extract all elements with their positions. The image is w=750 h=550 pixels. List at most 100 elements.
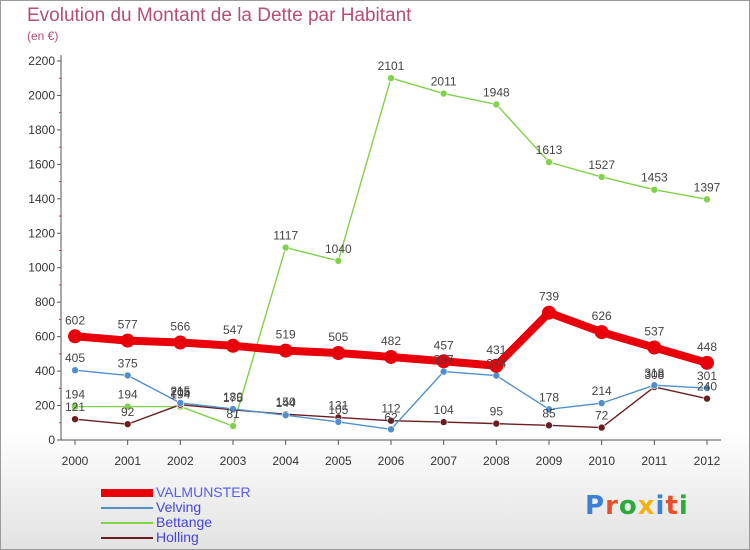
data-point-valmunster bbox=[68, 329, 82, 344]
data-label-bettange: 81 bbox=[226, 407, 240, 421]
legend-label: VALMUNSTER bbox=[156, 484, 251, 500]
data-label-velving: 375 bbox=[118, 356, 138, 370]
data-label-valmunster: 448 bbox=[697, 340, 717, 354]
chart-subtitle: (en €) bbox=[27, 29, 59, 43]
data-point-valmunster bbox=[489, 358, 504, 373]
legend-swatch bbox=[101, 537, 153, 539]
data-label-valmunster: 577 bbox=[118, 318, 138, 332]
y-tick-label: 400 bbox=[35, 364, 55, 378]
y-tick-label: 600 bbox=[35, 330, 55, 344]
data-point-bettange bbox=[71, 402, 79, 411]
legend-swatch bbox=[101, 507, 153, 509]
data-label-valmunster: 482 bbox=[381, 334, 401, 348]
x-tick-label: 2008 bbox=[483, 454, 510, 468]
data-point-velving bbox=[123, 371, 132, 380]
x-tick-label: 2005 bbox=[325, 454, 352, 468]
data-label-holling: 121 bbox=[65, 400, 85, 414]
data-point-valmunster bbox=[542, 305, 556, 320]
data-point-velving bbox=[597, 399, 606, 407]
data-point-valmunster bbox=[700, 355, 714, 370]
data-label-holling: 72 bbox=[595, 409, 609, 423]
y-tick-label: 2000 bbox=[28, 88, 55, 102]
data-point-valmunster bbox=[173, 335, 188, 350]
data-point-holling bbox=[387, 416, 395, 425]
data-label-bettange: 1397 bbox=[694, 180, 721, 194]
data-label-holling: 112 bbox=[381, 402, 400, 416]
data-point-velving bbox=[650, 381, 659, 390]
data-point-holling bbox=[597, 423, 606, 432]
data-point-valmunster bbox=[384, 349, 398, 364]
data-point-velving bbox=[229, 405, 237, 413]
legend-swatch bbox=[101, 489, 153, 497]
x-tick-label: 2003 bbox=[220, 454, 247, 468]
x-tick-label: 2012 bbox=[694, 454, 721, 468]
y-tick-label: 0 bbox=[48, 433, 55, 447]
x-tick-label: 2001 bbox=[114, 454, 141, 468]
data-point-bettange bbox=[597, 173, 606, 181]
data-label-velving: 62 bbox=[384, 410, 398, 424]
data-label-velving: 374 bbox=[486, 357, 506, 371]
data-point-bettange bbox=[281, 243, 290, 252]
data-point-bettange bbox=[334, 257, 343, 265]
data-label-valmunster: 566 bbox=[170, 319, 190, 333]
data-label-bettange: 1040 bbox=[325, 242, 352, 256]
data-label-bettange: 1117 bbox=[273, 229, 298, 243]
legend-swatch bbox=[101, 522, 153, 524]
series-line-bettange bbox=[75, 77, 708, 427]
x-tick-label: 2006 bbox=[378, 454, 405, 468]
data-label-bettange: 1948 bbox=[483, 85, 510, 99]
data-label-bettange: 194 bbox=[65, 388, 85, 402]
data-label-holling: 205 bbox=[170, 386, 190, 400]
data-point-velving bbox=[703, 384, 711, 392]
data-label-holling: 131 bbox=[328, 398, 348, 412]
data-point-bettange bbox=[650, 185, 659, 194]
data-point-velving bbox=[387, 425, 395, 434]
data-label-bettange: 2011 bbox=[431, 75, 457, 89]
x-tick-label: 2007 bbox=[430, 454, 457, 468]
data-point-bettange bbox=[229, 422, 237, 430]
data-point-holling bbox=[71, 415, 79, 423]
x-tick-label: 2011 bbox=[641, 454, 667, 468]
data-label-velving: 301 bbox=[697, 369, 717, 383]
x-tick-label: 2010 bbox=[588, 454, 615, 468]
data-label-holling: 104 bbox=[434, 403, 454, 417]
data-point-holling bbox=[703, 394, 711, 403]
data-label-valmunster: 602 bbox=[65, 313, 85, 327]
data-label-valmunster: 739 bbox=[539, 290, 559, 304]
data-label-bettange: 1453 bbox=[641, 171, 668, 185]
x-tick-label: 2002 bbox=[167, 454, 194, 468]
data-point-holling bbox=[439, 418, 448, 426]
data-label-velving: 318 bbox=[644, 366, 664, 380]
data-label-valmunster: 431 bbox=[486, 343, 506, 357]
data-label-velving: 105 bbox=[328, 403, 348, 417]
data-label-velving: 214 bbox=[592, 384, 612, 398]
data-label-velving: 178 bbox=[539, 390, 559, 404]
chart-title: Evolution du Montant de la Dette par Hab… bbox=[27, 5, 412, 26]
y-tick-label: 1400 bbox=[28, 192, 55, 206]
legend-label: Velving bbox=[156, 499, 202, 515]
data-point-holling bbox=[123, 420, 132, 428]
data-point-valmunster bbox=[226, 338, 240, 353]
data-label-velving: 180 bbox=[223, 390, 243, 404]
data-label-holling: 85 bbox=[542, 406, 556, 420]
y-tick-label: 1000 bbox=[28, 261, 55, 275]
data-label-velving: 144 bbox=[276, 396, 296, 410]
data-label-valmunster: 505 bbox=[328, 330, 348, 344]
data-point-holling bbox=[492, 419, 501, 428]
data-label-valmunster: 537 bbox=[644, 324, 664, 338]
data-label-valmunster: 547 bbox=[223, 323, 243, 337]
data-point-bettange bbox=[545, 158, 553, 166]
data-point-velving bbox=[439, 367, 448, 376]
data-point-valmunster bbox=[436, 354, 451, 369]
data-label-holling: 240 bbox=[697, 380, 717, 394]
data-point-velving bbox=[334, 418, 343, 426]
legend-label: Holling bbox=[156, 529, 199, 545]
data-label-bettange: 2101 bbox=[378, 59, 405, 73]
data-label-holling: 95 bbox=[490, 405, 504, 419]
data-label-holling: 175 bbox=[223, 391, 243, 405]
x-tick-label: 2004 bbox=[272, 454, 299, 468]
data-label-holling: 150 bbox=[276, 395, 296, 409]
data-label-valmunster: 519 bbox=[276, 328, 296, 342]
